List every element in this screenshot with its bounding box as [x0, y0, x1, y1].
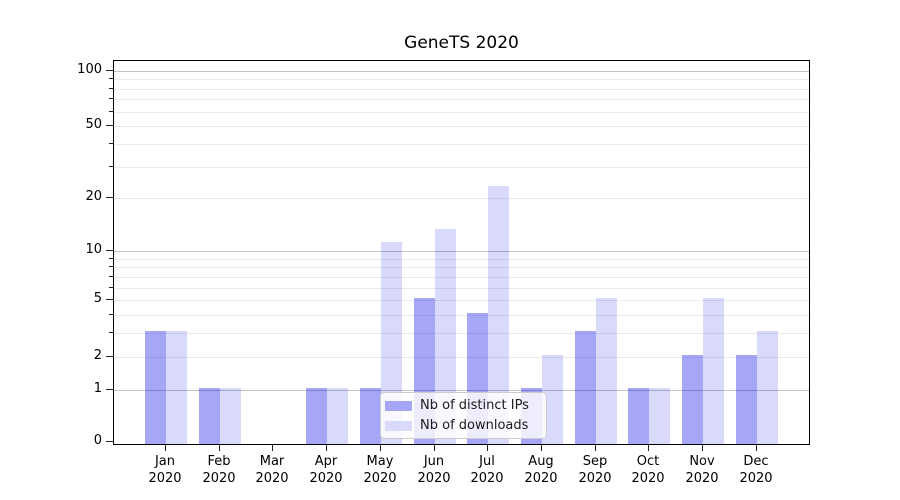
bar-jun-downloads — [435, 229, 456, 444]
x-tick-label-jan: Jan 2020 — [148, 454, 182, 486]
y-tick-label-5: 5 — [93, 291, 102, 306]
x-tick-label-mar: Mar 2020 — [255, 454, 289, 486]
bar-apr-downloads — [327, 388, 348, 444]
gridline-8 — [114, 267, 809, 268]
y-minor-tick-mark-9 — [109, 258, 113, 259]
bar-feb-distinct-ips — [199, 388, 220, 444]
y-minor-tick-mark-6 — [109, 287, 113, 288]
gridline-6 — [114, 288, 809, 289]
x-tick-label-apr: Apr 2020 — [309, 454, 343, 486]
bar-feb-downloads — [220, 388, 241, 444]
legend-swatch-downloads — [385, 420, 412, 431]
x-tick-label-oct: Oct 2020 — [631, 454, 665, 486]
y-minor-tick-mark-4 — [109, 314, 113, 315]
x-tick-label-jul: Jul 2020 — [470, 454, 504, 486]
legend-entry-downloads: Nb of downloads — [385, 417, 540, 434]
gridline-3 — [114, 333, 809, 334]
gridline-7 — [114, 277, 809, 278]
y-minor-tick-mark-7 — [109, 276, 113, 277]
x-tick-label-aug: Aug 2020 — [524, 454, 558, 486]
bar-sep-distinct-ips — [575, 331, 596, 444]
gridline-50 — [114, 126, 809, 127]
x-tick-mark-dec — [756, 445, 757, 451]
y-tick-mark-1 — [106, 389, 113, 390]
y-minor-tick-mark-70 — [109, 98, 113, 99]
bar-sep-downloads — [596, 298, 617, 444]
y-minor-tick-mark-3 — [109, 332, 113, 333]
chart-title: GeneTS 2020 — [404, 33, 519, 53]
bar-apr-distinct-ips — [306, 388, 327, 444]
x-tick-label-may: May 2020 — [363, 454, 397, 486]
bar-nov-downloads — [703, 298, 724, 444]
x-tick-mark-jun — [434, 445, 435, 451]
x-tick-mark-jan — [165, 445, 166, 451]
gridline-30 — [114, 167, 809, 168]
y-minor-tick-mark-30 — [109, 166, 113, 167]
bar-jan-distinct-ips — [145, 331, 166, 444]
y-minor-tick-mark-5 — [109, 299, 113, 300]
x-tick-mark-mar — [272, 445, 273, 451]
bar-dec-downloads — [757, 331, 778, 444]
legend: Nb of distinct IPs Nb of downloads — [380, 392, 547, 439]
y-minor-tick-mark-2 — [109, 356, 113, 357]
gridline-80 — [114, 89, 809, 90]
y-minor-tick-mark-60 — [109, 111, 113, 112]
y-tick-label-1: 1 — [93, 381, 102, 396]
gridline-9 — [114, 259, 809, 260]
x-tick-mark-feb — [219, 445, 220, 451]
x-tick-label-nov: Nov 2020 — [685, 454, 719, 486]
y-tick-label-0: 0 — [93, 433, 102, 448]
x-tick-label-sep: Sep 2020 — [578, 454, 612, 486]
y-tick-mark-100 — [106, 70, 113, 71]
bar-nov-distinct-ips — [682, 355, 703, 444]
legend-entry-distinct-ips: Nb of distinct IPs — [385, 397, 540, 414]
bar-aug-downloads — [542, 355, 563, 444]
gridline-20 — [114, 198, 809, 199]
x-tick-mark-aug — [541, 445, 542, 451]
gridline-2 — [114, 357, 809, 358]
legend-label-distinct-ips: Nb of distinct IPs — [420, 398, 529, 413]
y-tick-label-100: 100 — [77, 62, 102, 77]
gridline-5 — [114, 300, 809, 301]
x-tick-label-jun: Jun 2020 — [417, 454, 451, 486]
gridline-90 — [114, 79, 809, 80]
y-minor-tick-mark-40 — [109, 143, 113, 144]
bar-dec-distinct-ips — [736, 355, 757, 444]
x-tick-mark-may — [380, 445, 381, 451]
y-minor-tick-mark-80 — [109, 88, 113, 89]
gridline-100 — [114, 71, 809, 72]
bar-oct-distinct-ips — [628, 388, 649, 444]
y-tick-label-20: 20 — [85, 189, 102, 204]
bar-oct-downloads — [649, 388, 670, 444]
plot-area: Nb of distinct IPs Nb of downloads — [113, 60, 810, 445]
legend-swatch-distinct-ips — [385, 400, 412, 411]
y-minor-tick-mark-50 — [109, 125, 113, 126]
x-tick-mark-nov — [702, 445, 703, 451]
gridline-1 — [114, 390, 809, 391]
x-tick-mark-jul — [487, 445, 488, 451]
y-minor-tick-mark-20 — [109, 197, 113, 198]
gridline-4 — [114, 315, 809, 316]
gridline-10 — [114, 251, 809, 252]
bar-jan-downloads — [166, 331, 187, 444]
x-tick-mark-sep — [595, 445, 596, 451]
legend-label-downloads: Nb of downloads — [420, 418, 529, 433]
bar-jul-downloads — [488, 186, 509, 444]
x-tick-label-dec: Dec 2020 — [739, 454, 773, 486]
x-tick-label-feb: Feb 2020 — [202, 454, 236, 486]
x-tick-mark-oct — [648, 445, 649, 451]
y-tick-mark-10 — [106, 250, 113, 251]
y-minor-tick-mark-90 — [109, 78, 113, 79]
gridline-40 — [114, 144, 809, 145]
gridline-60 — [114, 112, 809, 113]
y-tick-label-2: 2 — [93, 348, 102, 363]
y-tick-label-50: 50 — [85, 117, 102, 132]
y-tick-mark-0 — [106, 441, 113, 442]
gridline-70 — [114, 99, 809, 100]
x-tick-mark-apr — [326, 445, 327, 451]
bar-may-distinct-ips — [360, 388, 381, 444]
y-minor-tick-mark-8 — [109, 266, 113, 267]
y-tick-label-10: 10 — [85, 242, 102, 257]
